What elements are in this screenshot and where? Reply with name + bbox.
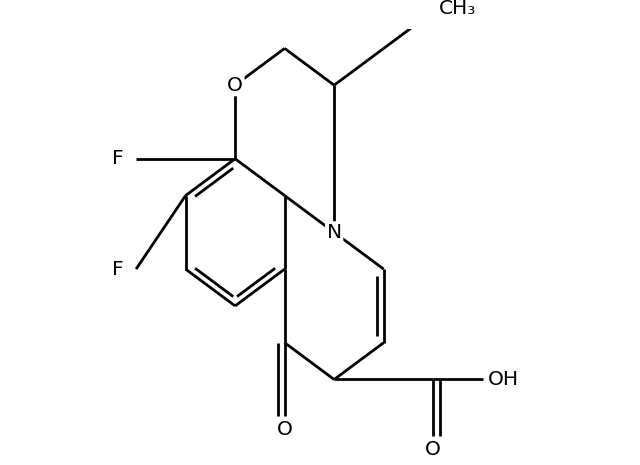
- Text: F: F: [112, 259, 124, 279]
- Text: F: F: [112, 149, 124, 168]
- Text: O: O: [425, 439, 441, 458]
- Text: O: O: [227, 76, 243, 95]
- Text: N: N: [326, 223, 342, 242]
- Text: OH: OH: [488, 370, 520, 389]
- Text: CH₃: CH₃: [439, 0, 476, 18]
- Text: O: O: [276, 420, 292, 439]
